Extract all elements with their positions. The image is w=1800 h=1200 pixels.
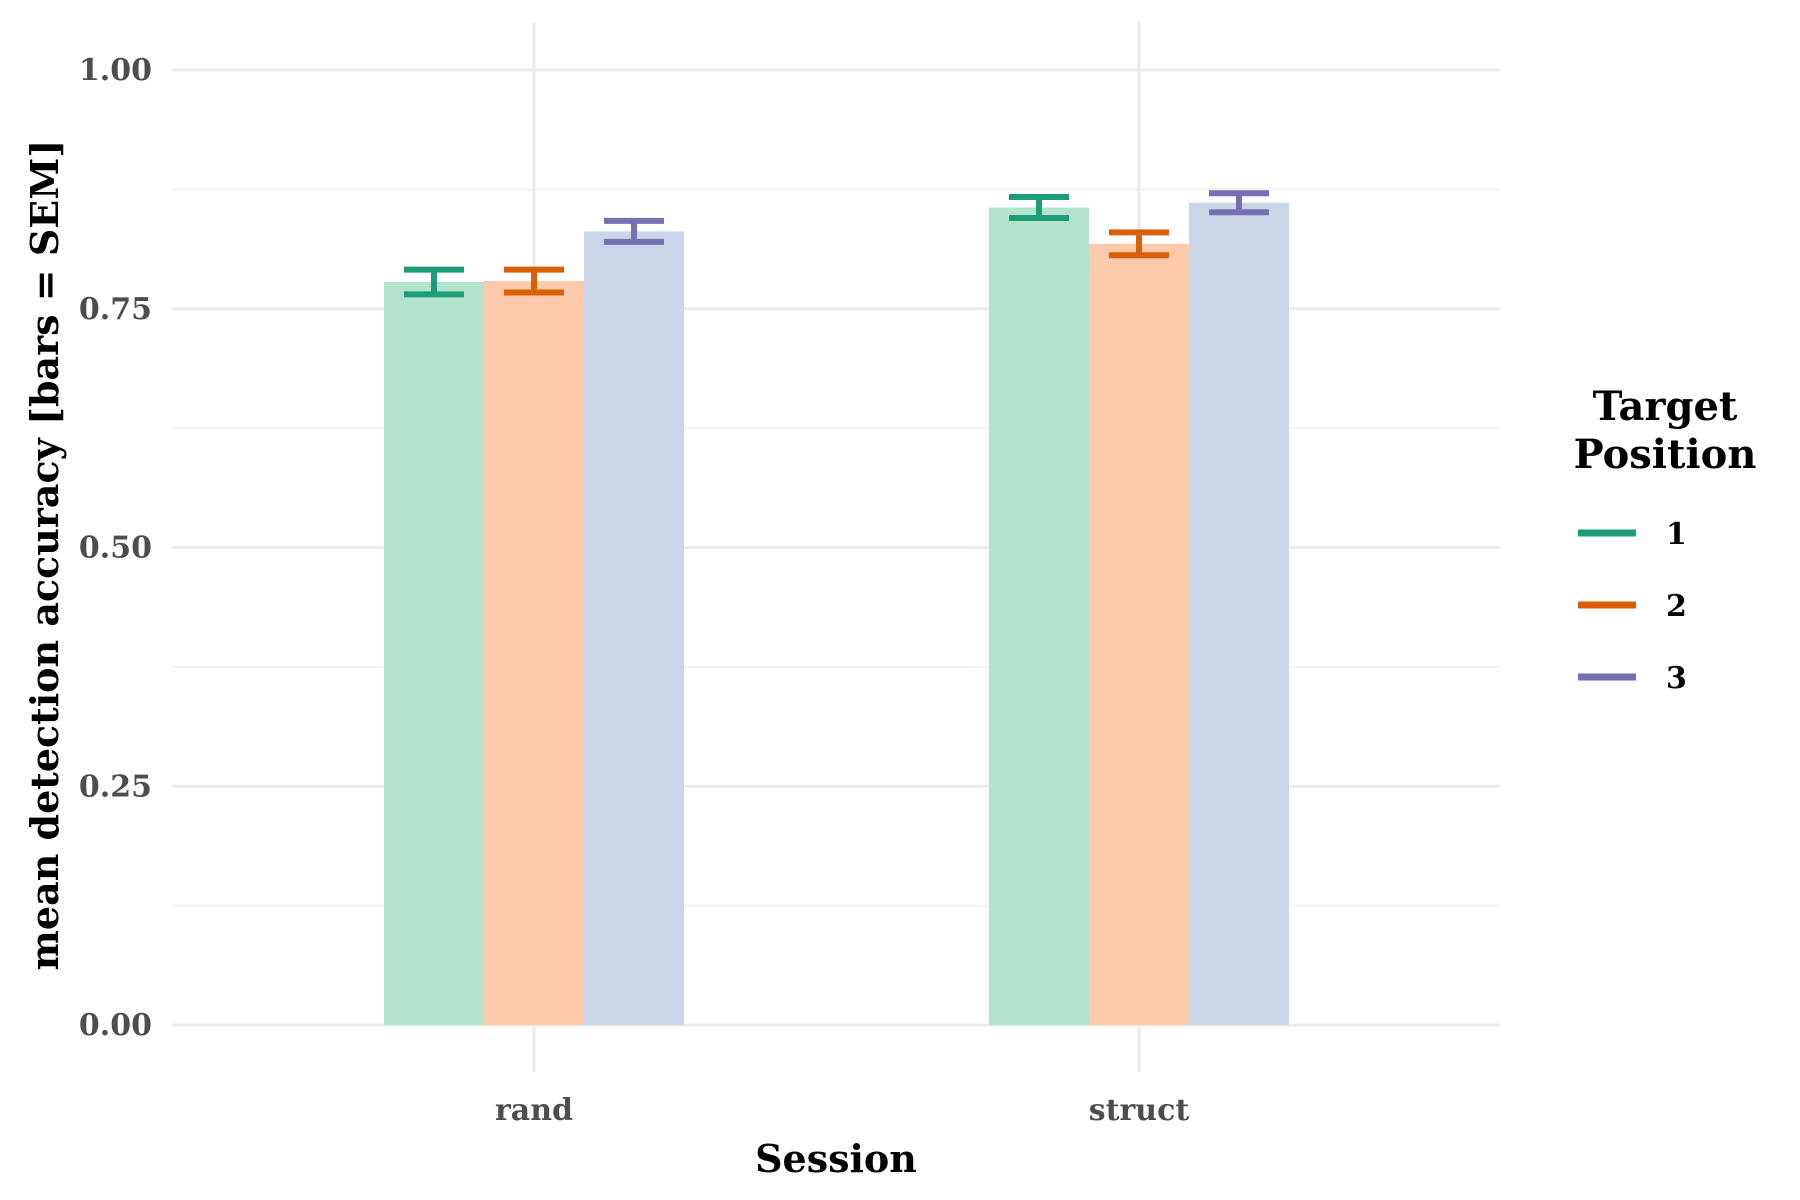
error-bar-struct-1 <box>1009 194 1069 222</box>
bar-rand-3 <box>584 231 684 1025</box>
bar-struct-3 <box>1189 202 1289 1025</box>
x-tick-label-rand: rand <box>495 1093 573 1128</box>
legend-label-2: 2 <box>1666 589 1687 624</box>
y-axis-title: mean detection accuracy [bars = SEM] <box>22 140 67 971</box>
error-bar-rand-2 <box>504 266 564 296</box>
y-tick-label: 0.00 <box>79 1008 152 1043</box>
error-bars <box>404 190 1269 298</box>
error-bar-rand-1 <box>404 266 464 298</box>
legend-items: 1 2 3 <box>1578 517 1687 696</box>
x-tick-label-struct: struct <box>1089 1093 1190 1128</box>
legend-label-3: 3 <box>1666 661 1687 696</box>
legend-title-line-1: Target <box>1593 383 1738 430</box>
y-tick-label: 0.75 <box>79 292 152 327</box>
error-bar-struct-3 <box>1209 190 1269 216</box>
error-bar-struct-2 <box>1109 229 1169 259</box>
bar-struct-1 <box>989 207 1089 1025</box>
legend-item-2: 2 <box>1578 589 1687 624</box>
bar-rand-2 <box>484 281 584 1025</box>
error-bar-rand-3 <box>604 217 664 245</box>
legend-item-1: 1 <box>1578 517 1687 552</box>
legend-label-1: 1 <box>1666 517 1687 552</box>
bars <box>384 202 1289 1025</box>
legend: Target Position 1 2 3 <box>1574 383 1757 696</box>
y-tick-label: 0.25 <box>79 769 152 804</box>
y-tick-labels: 0.00 0.25 0.50 0.75 1.00 <box>79 53 152 1043</box>
y-tick-label: 0.50 <box>79 531 152 566</box>
x-axis-title: Session <box>755 1136 917 1181</box>
y-tick-label: 1.00 <box>79 53 152 88</box>
legend-item-3: 3 <box>1578 661 1687 696</box>
legend-title-line-2: Position <box>1574 431 1757 478</box>
bar-struct-2 <box>1089 243 1189 1025</box>
x-tick-labels: rand struct <box>495 1093 1189 1128</box>
grid <box>172 22 1500 1072</box>
bar-rand-1 <box>384 282 484 1025</box>
